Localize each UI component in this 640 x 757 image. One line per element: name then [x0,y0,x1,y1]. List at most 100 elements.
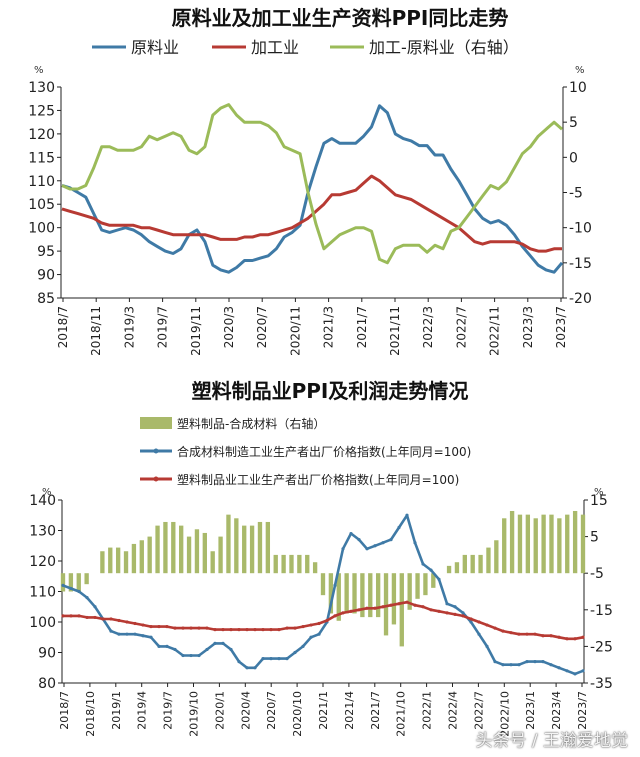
c2-ytick-label: 100 [29,615,56,631]
c2-point [109,617,113,621]
c2-point [309,635,313,639]
c2-bar [352,573,357,614]
c2-bar [131,543,137,574]
c2-point [165,624,169,629]
c2-point [549,634,553,638]
c2-bar [454,562,460,574]
c2-bar [580,514,586,574]
c2-point [485,644,489,649]
c2-bar [368,573,373,618]
c2-point [413,603,417,607]
c2-bar [76,573,81,592]
chart-1-legend: 原料业 加工业 加工-原料业（右轴） [92,38,519,57]
legend-raw-label: 原料业 [131,38,179,57]
chart-2-left-unit: % [42,487,52,498]
chart-1-right-unit: % [575,65,585,76]
c2-point [453,612,457,616]
c1-ytick-label: 120 [28,127,55,143]
legend-plastic-label: 塑料制品业工业生产者出厂价格指数(上年同月=100) [177,472,459,487]
c2-bar [549,514,554,574]
c2-point [541,660,545,664]
c2-point [477,632,481,636]
c2-point [61,583,65,588]
c2-point [517,663,521,667]
c2-point [133,621,137,626]
c2-point [277,628,281,632]
c2-point [325,618,329,623]
c2-line-2 [63,600,584,641]
c2-xtick-label: 2019/10 [188,691,201,737]
c2-point [205,626,209,630]
c2-point [421,605,425,609]
c2-point [373,544,377,548]
c2-bar [446,565,452,574]
c1-xtick-label: 2020/7 [255,306,269,348]
c1-xtick-label: 2023/7 [554,306,568,348]
c2-bar [257,521,263,574]
c2-bar [273,554,278,574]
c2-point [285,626,289,630]
c2-point [429,608,433,612]
c2-point [285,657,289,661]
c2-xtick-label: 2022/1 [421,691,434,730]
c2-bar [399,573,404,647]
c2-point [485,623,489,627]
c1-y2tick-label: 5 [569,115,578,131]
c2-point [277,657,281,661]
c2-bar [336,573,341,621]
c2-bar [517,514,523,574]
c2-point [501,629,505,633]
c2-point [221,641,225,645]
c2-point [437,577,441,581]
c2-bar [525,514,531,574]
c2-bar [281,554,286,574]
chart-2-legend: 塑料制品-合成材料（右轴） 合成材料制造工业生产者出厂价格指数(上年同月=100… [140,416,471,487]
c1-y2tick-label: -20 [569,291,592,307]
c2-xtick-label: 2021/1 [317,691,330,730]
c2-point [237,660,241,664]
c2-bar [431,573,436,588]
c2-point [69,586,73,591]
c2-point [365,606,369,610]
c2-point [549,663,553,667]
c2-bar [423,573,428,596]
c2-bar [533,518,538,574]
c2-y2tick-label: -35 [590,676,613,692]
c2-point [493,660,497,664]
c2-point [405,513,409,517]
c2-bar [557,518,562,574]
c2-xtick-label: 2022/4 [447,691,460,730]
c2-point [157,624,161,629]
c2-point [405,600,409,604]
c2-point [333,583,337,588]
c2-point [509,631,513,635]
c2-bar [462,554,467,574]
c2-bar [210,551,215,574]
c2-point [541,634,545,638]
c2-point [189,653,193,658]
c2-point [189,626,193,630]
c2-point [461,614,465,618]
c2-bar [407,573,412,610]
c1-xtick-label: 2021/3 [322,306,336,348]
chart-1: 原料业及加工业生产资料PPI同比走势 原料业 加工业 加工-原料业（右轴） % … [28,6,592,356]
c1-y2tick-label: 0 [569,150,578,166]
legend-proc-label: 加工业 [251,38,299,57]
c2-bar [249,525,255,574]
c2-point [469,620,473,624]
c2-point [261,657,265,661]
c2-point [93,605,97,609]
c2-point [397,525,401,530]
c2-point [293,650,297,655]
c2-ytick-label: 130 [29,524,56,540]
c2-point [525,632,529,636]
c2-point [77,614,81,618]
c1-xtick-label: 2020/11 [288,306,302,356]
c2-point [301,624,305,629]
c2-bar [572,510,578,574]
c1-y2tick-label: -5 [569,186,583,202]
c2-point [261,628,265,632]
c2-point [125,632,129,636]
c2-point [389,538,393,542]
c2-bar [565,514,570,574]
